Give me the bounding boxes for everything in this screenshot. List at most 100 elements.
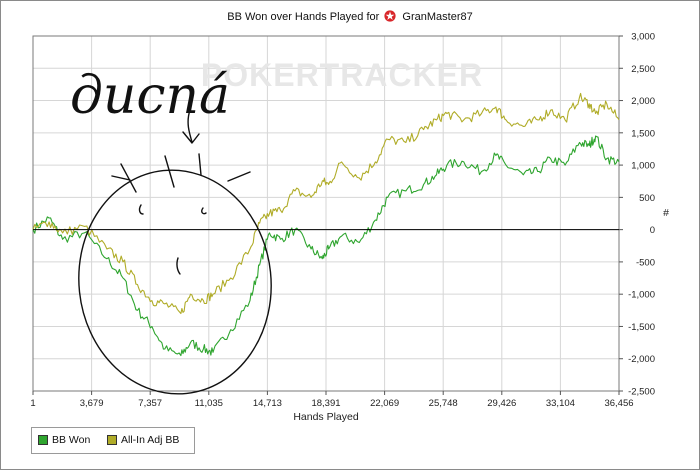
series-layer bbox=[32, 92, 620, 357]
data-point bbox=[269, 232, 270, 233]
y-tick-label: 0 bbox=[650, 225, 655, 236]
data-point bbox=[595, 113, 596, 114]
data-point bbox=[505, 119, 506, 120]
data-point bbox=[122, 277, 123, 278]
y-axis-ticks: 3,000 2,500 2,000 1,500 1,000 500 0 -500 -1,000 -… bbox=[619, 32, 655, 398]
data-point bbox=[259, 265, 260, 266]
data-point bbox=[84, 232, 85, 233]
legend-item-allin-adj: All-In Adj BB bbox=[107, 434, 179, 446]
data-point bbox=[495, 106, 496, 107]
chart-title-prefix: BB Won over Hands Played for bbox=[227, 11, 380, 23]
y-tick-label: -2,000 bbox=[628, 354, 655, 365]
y-tick-label: -2,500 bbox=[628, 387, 655, 398]
data-point bbox=[48, 217, 49, 218]
data-point bbox=[280, 210, 281, 211]
data-point bbox=[537, 119, 538, 120]
x-tick-label: 11,035 bbox=[195, 398, 223, 409]
y-tick-label: 2,500 bbox=[631, 64, 655, 75]
data-point bbox=[322, 258, 323, 259]
x-axis-label: Hands Played bbox=[293, 411, 359, 423]
arrow-icon bbox=[182, 109, 200, 144]
data-point bbox=[212, 294, 213, 295]
data-point bbox=[48, 221, 49, 222]
x-tick-label: 33,104 bbox=[546, 398, 575, 409]
data-point bbox=[606, 103, 607, 104]
data-point bbox=[151, 326, 152, 327]
data-point bbox=[589, 145, 590, 146]
data-point bbox=[190, 294, 191, 295]
data-point bbox=[387, 197, 388, 198]
series-line-bb-won bbox=[32, 135, 620, 357]
data-point bbox=[523, 174, 524, 175]
x-tick-label: 36,456 bbox=[604, 398, 633, 409]
data-point bbox=[405, 190, 406, 191]
data-point bbox=[436, 174, 437, 175]
data-point bbox=[269, 213, 270, 214]
y-tick-label: 3,000 bbox=[631, 32, 655, 43]
pokertracker-watermark: POKERTRACKER bbox=[201, 57, 483, 93]
data-point bbox=[565, 119, 566, 120]
data-point bbox=[151, 300, 152, 301]
data-point bbox=[359, 242, 360, 243]
data-point bbox=[537, 171, 538, 172]
y-tick-label: -1,000 bbox=[628, 290, 655, 301]
data-point bbox=[230, 277, 231, 278]
data-point bbox=[249, 300, 250, 301]
data-point bbox=[84, 226, 85, 227]
data-point bbox=[618, 119, 619, 120]
x-tick-label: 18,391 bbox=[311, 398, 340, 409]
face-circle bbox=[78, 169, 272, 395]
hair-strokes bbox=[111, 153, 251, 193]
x-tick-label: 29,426 bbox=[487, 398, 516, 409]
series-line-allin-adj-bb bbox=[32, 92, 620, 315]
chart-title-player: GranMaster87 bbox=[402, 11, 473, 23]
data-point bbox=[310, 197, 311, 198]
data-point bbox=[595, 135, 596, 136]
data-point bbox=[180, 313, 181, 314]
data-point bbox=[137, 284, 138, 285]
x-tick-label: 25,748 bbox=[429, 398, 458, 409]
legend-label-allin-adj: All-In Adj BB bbox=[121, 434, 180, 446]
y-tick-label: -500 bbox=[636, 257, 655, 268]
x-tick-label: 22,069 bbox=[370, 398, 399, 409]
x-tick-label: 7,357 bbox=[138, 398, 162, 409]
data-point bbox=[523, 126, 524, 127]
handdrawn-annotation: дисná bbox=[70, 66, 272, 395]
data-point bbox=[62, 232, 63, 233]
data-point bbox=[164, 348, 165, 349]
data-point bbox=[164, 303, 165, 304]
data-point bbox=[341, 235, 342, 236]
data-point bbox=[375, 161, 376, 162]
x-tick-label: 14,713 bbox=[253, 398, 282, 409]
y-tick-label: 1,500 bbox=[631, 128, 655, 139]
data-point bbox=[322, 181, 323, 182]
data-point bbox=[375, 219, 376, 220]
nose bbox=[176, 257, 181, 275]
data-point bbox=[106, 258, 107, 259]
data-point bbox=[481, 171, 482, 172]
data-point bbox=[505, 164, 506, 165]
data-point bbox=[618, 161, 619, 162]
data-point bbox=[387, 139, 388, 140]
y-axis-label: # bbox=[663, 207, 669, 219]
data-point bbox=[550, 158, 551, 159]
y-tick-label: 500 bbox=[639, 193, 655, 204]
x-tick-label: 1 bbox=[30, 398, 35, 409]
chart-title: BB Won over Hands Played for GranMaster8… bbox=[0, 10, 700, 23]
data-point bbox=[565, 164, 566, 165]
legend-swatch-allin-adj bbox=[107, 435, 117, 445]
x-tick-label: 3,679 bbox=[80, 398, 104, 409]
data-point bbox=[423, 129, 424, 130]
legend-item-bb-won: BB Won bbox=[38, 434, 90, 446]
y-tick-label: 2,000 bbox=[631, 96, 655, 107]
data-point bbox=[230, 329, 231, 330]
data-point bbox=[550, 110, 551, 111]
data-point bbox=[423, 184, 424, 185]
data-point bbox=[106, 248, 107, 249]
data-point bbox=[446, 164, 447, 165]
data-point bbox=[463, 119, 464, 120]
data-point bbox=[579, 142, 580, 143]
handwritten-text: дисná bbox=[70, 66, 230, 126]
data-point bbox=[180, 355, 181, 356]
